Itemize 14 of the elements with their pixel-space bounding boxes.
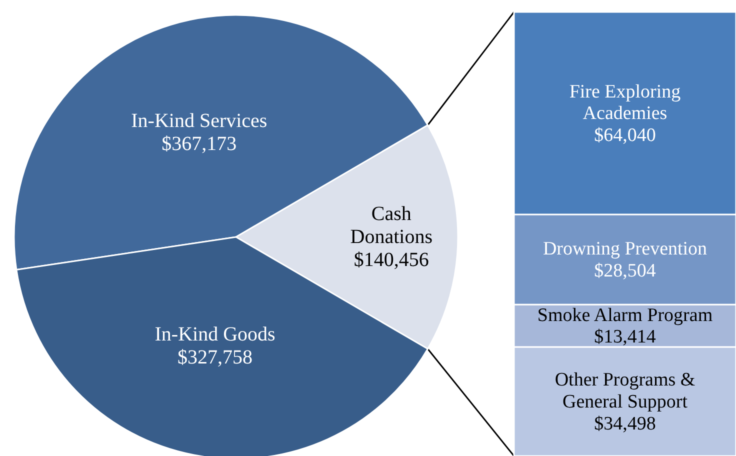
data-label: $140,456 [354,249,429,271]
data-label: $34,498 [594,412,656,434]
data-label: $367,173 [162,132,237,155]
data-label: $13,414 [594,326,656,348]
data-label: $327,758 [178,346,253,369]
slice-label: In-Kind Goods [154,324,276,346]
data-label: $64,040 [594,124,656,146]
slice-label: In-Kind Services [131,110,268,132]
slice-label: Cash Donations [350,203,433,248]
data-label: $28,504 [594,260,656,281]
series-label: Fire Exploring Academies [569,80,682,124]
series-label: Other Programs & General Support [554,369,696,412]
series-label: Smoke Alarm Program [537,304,713,326]
series-label: Drowning Prevention [542,238,708,260]
